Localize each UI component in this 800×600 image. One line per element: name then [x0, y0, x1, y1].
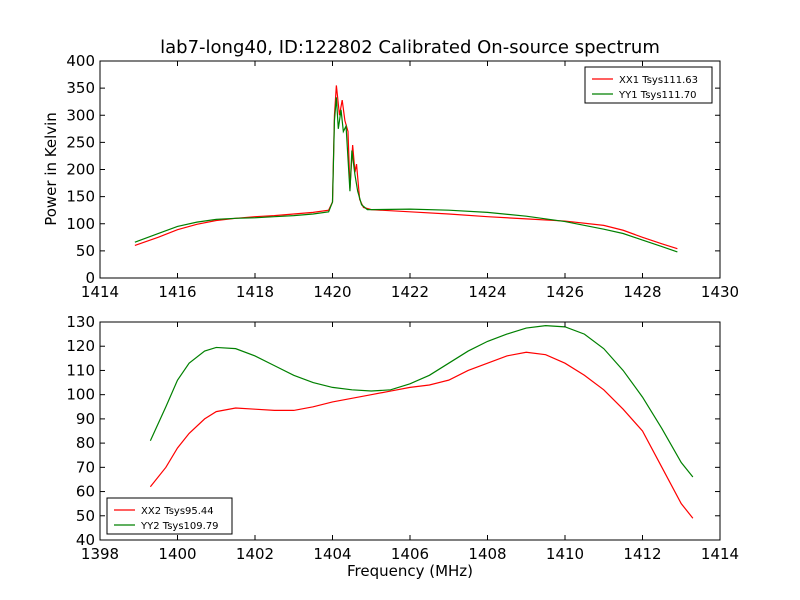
- upper-spectrum-panel: 1414 1416 1418 1420 1422 1424 1426 1428 1430 0 50 1…: [66, 52, 739, 301]
- legend-entry: YY2 Tsys109.79: [140, 521, 219, 532]
- y-tick-label: 60: [76, 483, 95, 501]
- y-tick-label: 300: [66, 106, 95, 124]
- y-tick-label: 90: [76, 410, 95, 428]
- y-tick-label: 80: [76, 434, 95, 452]
- series-line-2: [149, 325, 694, 478]
- legend-box: [106, 497, 233, 535]
- y-axis-label: Power in Kelvin: [42, 112, 60, 226]
- series-line-1: [134, 85, 678, 250]
- series-line-2: [134, 97, 678, 253]
- x-tick-label: 1422: [391, 283, 429, 301]
- x-tick-label: 1408: [468, 545, 506, 563]
- x-tick-label: 1410: [546, 545, 584, 563]
- chart-title: lab7-long40, ID:122802 Calibrated On-sou…: [160, 37, 660, 58]
- y-tick-label: 70: [76, 458, 95, 476]
- x-tick-label: 1402: [236, 545, 274, 563]
- legend: XX2 Tsys95.44 YY2 Tsys109.79: [106, 497, 233, 535]
- x-tick-label: 1428: [623, 283, 661, 301]
- y-tick-label: 50: [76, 507, 95, 525]
- y-tick-label: 400: [66, 52, 95, 70]
- x-tick-label: 1406: [391, 545, 429, 563]
- y-tick-label: 150: [66, 188, 95, 206]
- y-tick-label: 100: [66, 215, 95, 233]
- legend-entry: YY1 Tsys111.70: [618, 90, 697, 101]
- x-tick-label: 1404: [313, 545, 351, 563]
- y-tick-label: 100: [66, 386, 95, 404]
- y-tick-label: 110: [66, 361, 95, 379]
- x-tick-label: 1414: [81, 283, 119, 301]
- x-tick-label: 1424: [468, 283, 506, 301]
- lower-spectrum-panel: 1398 1400 1402 1404 1406 1408 1410 1412 1414 40 50…: [66, 313, 739, 563]
- legend-entry: XX1 Tsys111.63: [619, 75, 698, 86]
- x-tick-label: 1400: [158, 545, 196, 563]
- x-tick-label: 1414: [701, 545, 739, 563]
- x-tick-label: 1418: [236, 283, 274, 301]
- x-tick-label: 1416: [158, 283, 196, 301]
- y-tick-label: 250: [66, 133, 95, 151]
- y-tick-label: 130: [66, 313, 95, 331]
- y-tick-label: 0: [85, 269, 95, 287]
- series-line-1: [149, 351, 694, 519]
- y-tick-label: 50: [76, 242, 95, 260]
- y-tick-label: 350: [66, 79, 95, 97]
- x-tick-label: 1412: [623, 545, 661, 563]
- y-tick-label: 120: [66, 337, 95, 355]
- y-tick-label: 200: [66, 161, 95, 179]
- x-tick-label: 1420: [313, 283, 351, 301]
- legend-entry: XX2 Tsys95.44: [141, 506, 214, 517]
- legend-box: [584, 66, 713, 104]
- x-tick-label: 1430: [701, 283, 739, 301]
- x-tick-label: 1398: [81, 545, 119, 563]
- x-axis-label: Frequency (MHz): [347, 562, 473, 580]
- legend: XX1 Tsys111.63 YY1 Tsys111.70: [584, 66, 713, 104]
- y-tick-label: 40: [76, 531, 95, 549]
- x-tick-label: 1426: [546, 283, 584, 301]
